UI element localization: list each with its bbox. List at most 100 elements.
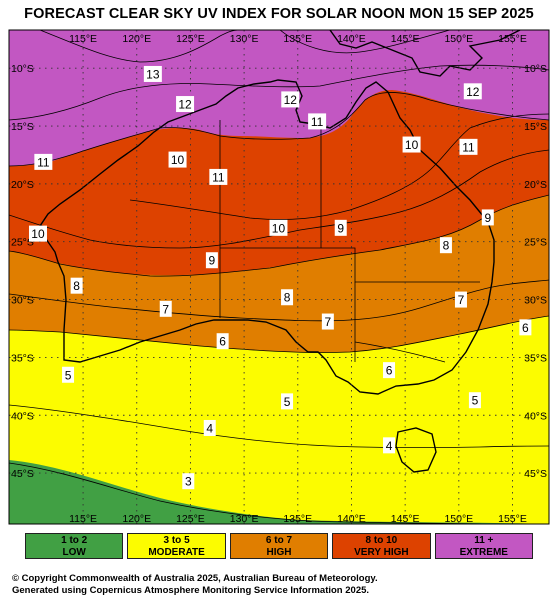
svg-text:5: 5 (472, 394, 479, 408)
contour-label: 12 (281, 91, 300, 108)
lon-label-bottom: 115°E (69, 513, 97, 525)
lon-label-bottom: 120°E (122, 513, 151, 525)
contour-label: 7 (159, 300, 172, 317)
contour-label: 9 (334, 219, 347, 236)
band-extreme (9, 30, 549, 166)
svg-text:12: 12 (284, 93, 298, 107)
legend-label: EXTREME (459, 547, 508, 558)
svg-text:12: 12 (178, 98, 192, 112)
lat-label-right: 25°S (524, 237, 547, 249)
contour-label: 10 (168, 151, 187, 168)
contour-label: 12 (463, 83, 482, 100)
contour-label: 4 (383, 437, 396, 454)
svg-text:7: 7 (325, 315, 332, 329)
svg-text:8: 8 (73, 279, 80, 293)
contour-label: 11 (308, 113, 327, 130)
legend-label: LOW (62, 547, 86, 558)
legend-item: 1 to 2 LOW (25, 533, 124, 559)
lat-label-right: 20°S (524, 179, 547, 191)
svg-text:11: 11 (311, 115, 324, 129)
lon-label-top: 120°E (122, 33, 151, 45)
contour-label: 11 (459, 138, 478, 155)
legend-item: 3 to 5 MODERATE (127, 533, 226, 559)
contour-label: 9 (205, 252, 218, 269)
lat-label-right: 10°S (524, 63, 547, 75)
contour-line-10 (9, 92, 549, 167)
lon-label-top: 130°E (230, 33, 259, 45)
contour-label: 7 (321, 313, 334, 330)
legend-range: 8 to 10 (365, 535, 398, 546)
contour-label: 4 (203, 419, 216, 436)
contour-label: 12 (176, 96, 195, 113)
lat-label-left: 45°S (11, 468, 34, 480)
svg-text:9: 9 (484, 211, 491, 225)
svg-text:6: 6 (386, 364, 393, 378)
contour-label: 3 (182, 473, 195, 490)
lat-label-left: 25°S (11, 237, 34, 249)
lon-label-top: 125°E (176, 33, 205, 45)
svg-text:8: 8 (284, 291, 291, 305)
svg-text:9: 9 (337, 221, 344, 235)
legend-range: 3 to 5 (163, 535, 190, 546)
lon-label-top: 115°E (69, 33, 97, 45)
svg-text:3: 3 (185, 475, 192, 489)
contour-label: 8 (281, 289, 294, 306)
svg-text:11: 11 (462, 140, 475, 154)
legend-item: 6 to 7 HIGH (229, 533, 329, 559)
source-line: Generated using Copernicus Atmosphere Mo… (12, 585, 370, 596)
lon-label-top: 140°E (337, 33, 366, 45)
lat-label-left: 15°S (11, 121, 34, 133)
svg-text:6: 6 (522, 321, 529, 335)
svg-text:4: 4 (386, 439, 393, 453)
legend-range: 6 to 7 (265, 535, 293, 546)
lat-label-left: 35°S (11, 352, 34, 364)
state-border-sa-qld (321, 247, 480, 283)
svg-text:9: 9 (209, 254, 216, 268)
contour-line-11 (9, 64, 549, 121)
copyright-footer: © Copyright Commonwealth of Australia 20… (12, 573, 378, 597)
lon-label-top: 145°E (391, 33, 420, 45)
lon-label-bottom: 140°E (337, 513, 366, 525)
map-frame (8, 29, 550, 525)
legend-item: 8 to 10 VERY HIGH (332, 533, 431, 559)
uv-legend: 1 to 2 LOW 3 to 5 MODERATE 6 to 7 HIGH 8 to 10… (25, 533, 537, 559)
svg-text:13: 13 (146, 67, 160, 81)
contour-label: 6 (216, 333, 229, 350)
coastline-new-guinea (329, 30, 521, 77)
svg-text:4: 4 (206, 421, 213, 435)
svg-text:10: 10 (272, 221, 286, 235)
contour-label: 10 (269, 219, 288, 236)
legend-label: VERY HIGH (354, 547, 409, 558)
lon-label-bottom: 150°E (444, 513, 473, 525)
legend-range: 1 to 2 (61, 535, 88, 546)
map-title: FORECAST CLEAR SKY UV INDEX FOR SOLAR NO… (24, 6, 534, 22)
contour-label: 9 (481, 209, 494, 226)
legend-range: 11 + (474, 535, 494, 546)
contour-label: 5 (62, 366, 75, 383)
svg-text:10: 10 (31, 227, 45, 241)
lat-label-right: 15°S (524, 121, 547, 133)
legend-label: HIGH (266, 547, 292, 558)
contour-line-12 (39, 30, 241, 63)
contour-label: 8 (439, 237, 452, 254)
lon-label-top: 150°E (444, 33, 473, 45)
svg-text:10: 10 (405, 138, 419, 152)
lat-label-left: 10°S (11, 63, 34, 75)
lon-label-bottom: 135°E (283, 513, 312, 525)
state-border-nsw-vic (354, 341, 446, 363)
svg-text:12: 12 (466, 85, 480, 99)
lon-label-bottom: 130°E (230, 513, 259, 525)
uv-index-map: 115°E 115°E 120°E 120°E 125°E 125°E 130°E 130°E… (8, 29, 550, 525)
band-low (9, 460, 549, 524)
legend-label: MODERATE (148, 547, 205, 558)
lon-label-top: 135°E (283, 33, 312, 45)
svg-text:8: 8 (443, 239, 450, 253)
copyright-line: © Copyright Commonwealth of Australia 20… (12, 573, 378, 584)
lat-label-left: 20°S (11, 179, 34, 191)
svg-text:7: 7 (458, 293, 465, 307)
lon-label-bottom: 155°E (498, 513, 527, 525)
svg-text:5: 5 (65, 368, 72, 382)
contour-label: 8 (70, 277, 83, 294)
svg-text:6: 6 (219, 335, 226, 349)
contour-label: 11 (34, 153, 53, 170)
